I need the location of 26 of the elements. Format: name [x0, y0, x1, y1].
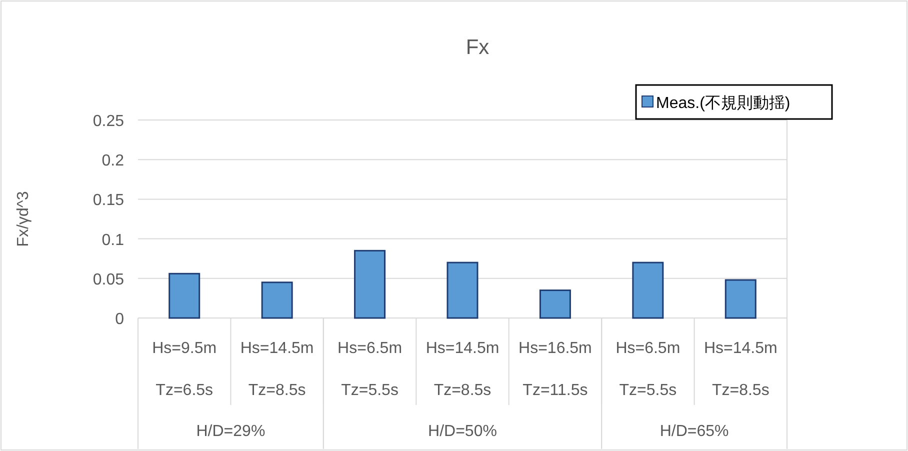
y-tick-label: 0.2 [102, 152, 124, 170]
legend-label: Meas.(不規則動揺) [656, 95, 790, 112]
bar [724, 279, 756, 319]
text: H/D=50% [428, 423, 497, 440]
y-tick-label: 0.1 [102, 232, 124, 249]
y-axis-title: Fx/γd^3 [15, 191, 32, 247]
category-label: Hs=6.5m Tz=5.5s [338, 340, 402, 399]
y-tick-label: 0 [115, 311, 124, 328]
category-label: Hs=14.5m Tz=8.5s [704, 340, 778, 399]
category-label: Hs=6.5m Tz=5.5s [616, 340, 680, 399]
y-tick-label: 0.05 [92, 271, 124, 288]
y-tick-label: 0.15 [92, 192, 124, 210]
bar [168, 272, 200, 319]
bar [632, 262, 664, 319]
bar [354, 250, 386, 319]
text: H/D=65% [660, 423, 729, 440]
chart-title: Fx [466, 36, 490, 59]
y-tick-label: 0.25 [92, 113, 124, 130]
bar [446, 262, 478, 319]
category-label: Hs=14.5m Tz=8.5s [426, 340, 500, 399]
text: H/D=29% [196, 423, 266, 440]
bar [539, 290, 571, 319]
category-label: Hs=16.5m Tz=11.5s [518, 340, 592, 399]
category-label: Hs=14.5m Tz=8.5s [240, 340, 314, 399]
category-label: Hs=9.5m Tz=6.5s [152, 340, 217, 399]
bar [261, 282, 293, 319]
